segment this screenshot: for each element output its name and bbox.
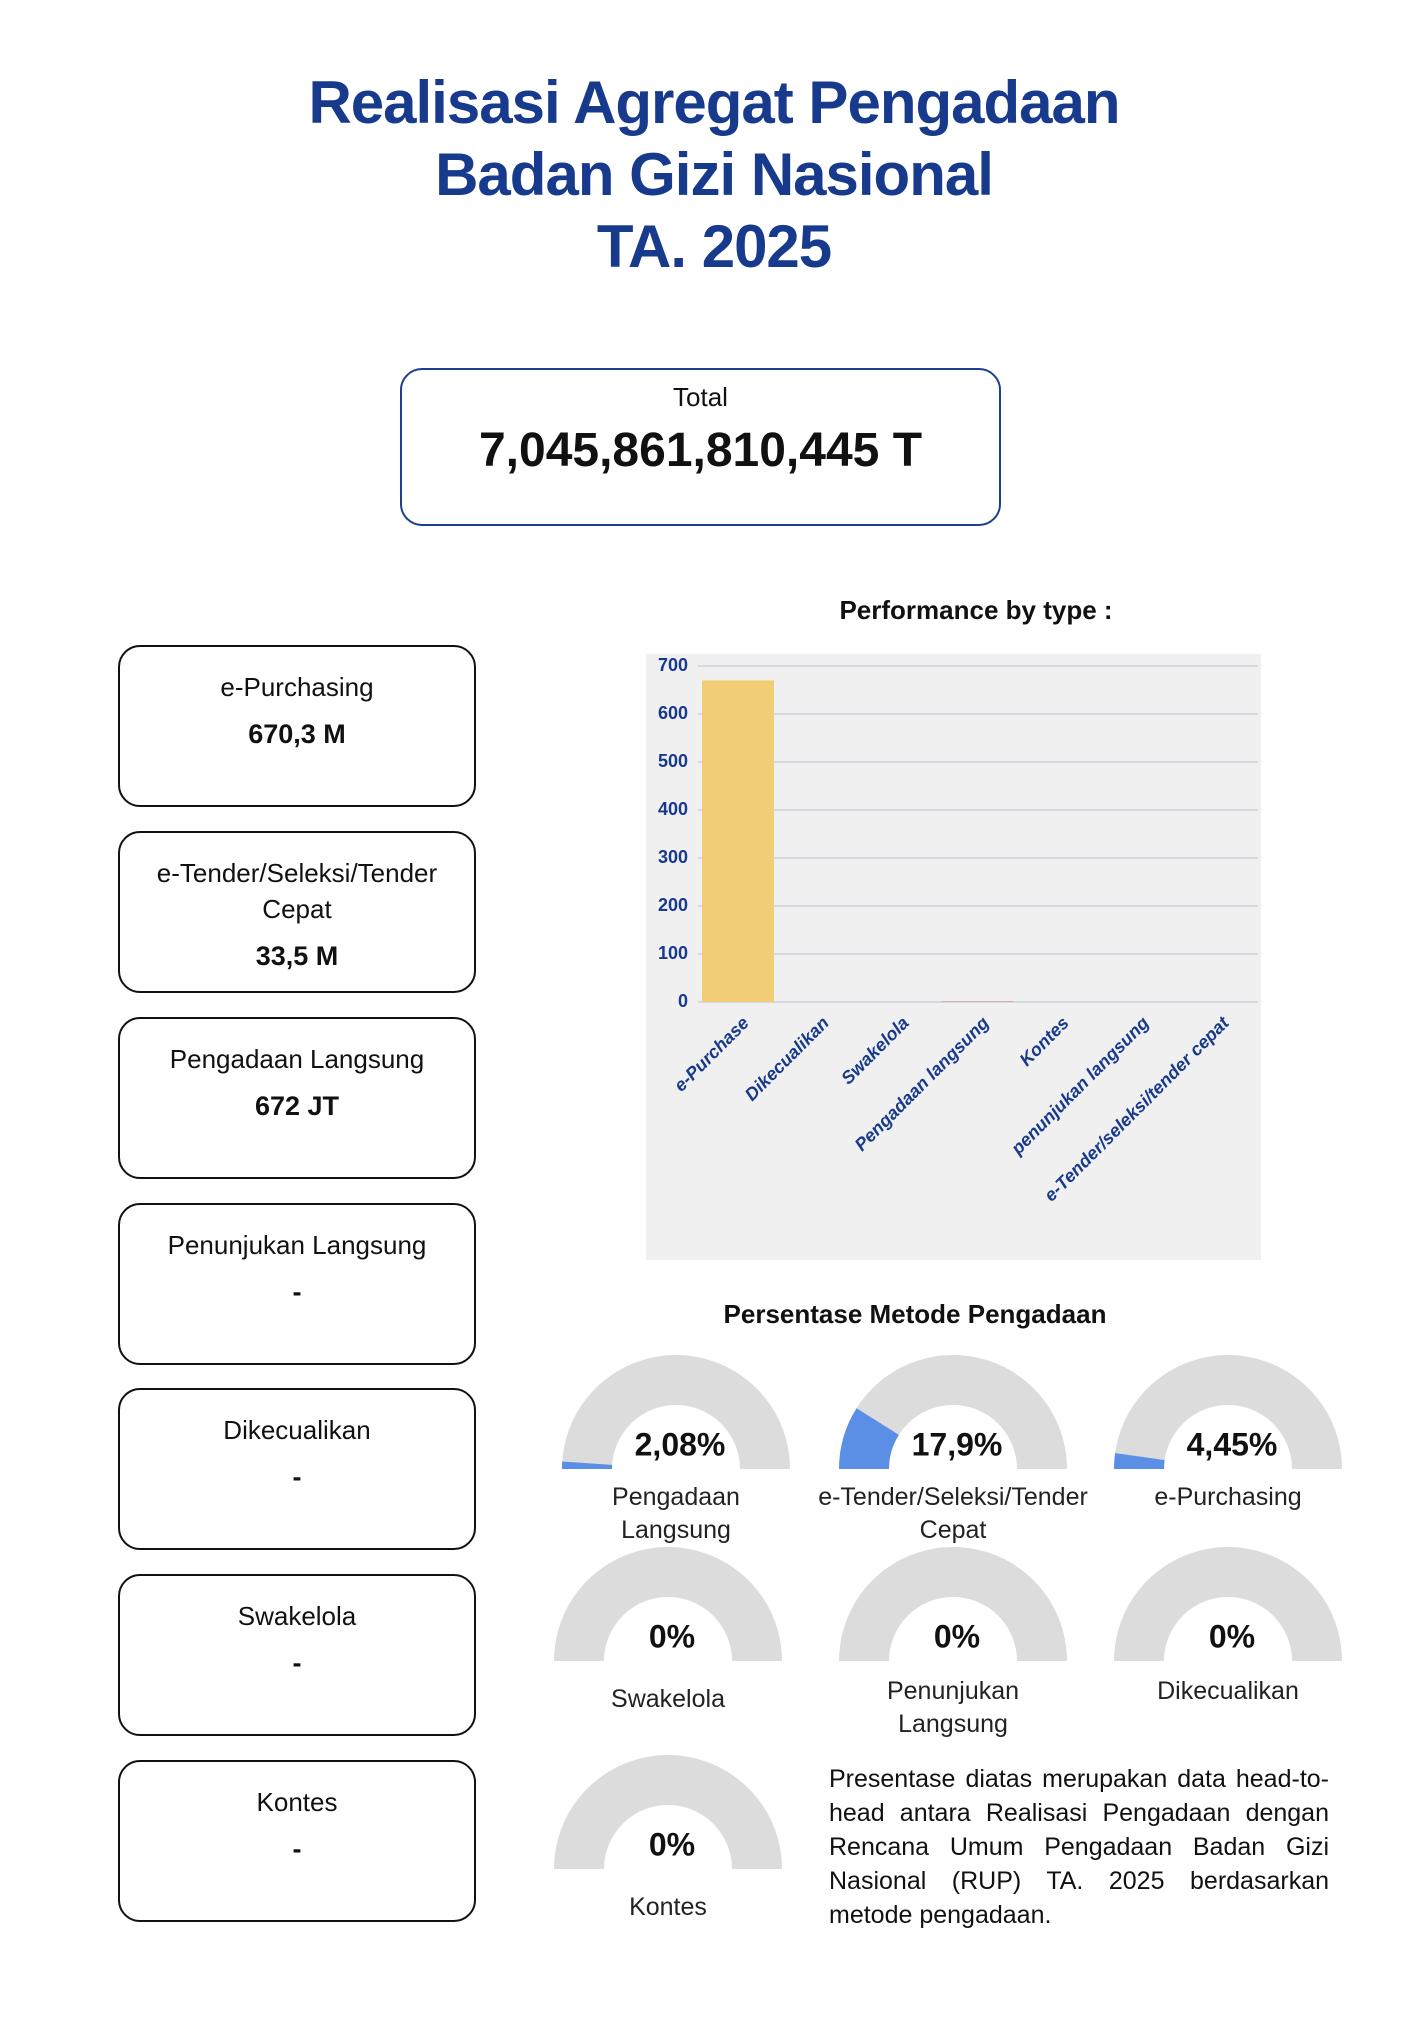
- card-value: -: [292, 1834, 302, 1864]
- y-tick-label: 700: [658, 655, 688, 675]
- bar: [702, 680, 774, 1002]
- gauge-value: 0%: [934, 1618, 980, 1654]
- gauge-label: e-Tender/Seleksi/Tender Cepat: [818, 1483, 1088, 1544]
- card-value: -: [292, 1648, 302, 1678]
- gauge-track: [554, 1755, 782, 1869]
- title-line: Badan Gizi Nasional: [435, 141, 994, 208]
- gauge-track: [1114, 1547, 1342, 1661]
- card-label: Pengadaan Langsung: [169, 1044, 425, 1074]
- total-value: 7,045,861,810,445 T: [478, 424, 923, 477]
- gauge-fill: [839, 1408, 899, 1469]
- method-card: Dikecualikan -: [118, 1388, 476, 1550]
- method-card: Kontes -: [118, 1760, 476, 1922]
- gauge-label: Dikecualikan: [1157, 1677, 1299, 1705]
- y-tick-label: 400: [658, 799, 688, 819]
- gauge-track: [554, 1547, 782, 1661]
- gauge-value: 17,9%: [912, 1426, 1003, 1462]
- gauge-fill: [562, 1461, 613, 1469]
- card-label: e-Tender/Seleksi/Tender Cepat: [156, 858, 438, 924]
- y-tick-label: 600: [658, 703, 688, 723]
- note: Presentase diatas merupakan data head-to…: [829, 1765, 1329, 1929]
- gauge-label: Swakelola: [611, 1685, 725, 1713]
- y-tick-label: 200: [658, 895, 688, 915]
- method-card: e-Purchasing 670,3 M: [118, 645, 476, 807]
- gauge-track: [839, 1547, 1067, 1661]
- gauge-value: 2,08%: [635, 1426, 726, 1462]
- card-value: 33,5 M: [255, 941, 339, 971]
- gauge-label: Penunjukan Langsung: [886, 1677, 1020, 1738]
- y-tick-label: 0: [678, 991, 688, 1011]
- card-value: -: [292, 1277, 302, 1307]
- gauge-label: Kontes: [629, 1893, 707, 1921]
- card-label: Swakelola: [237, 1601, 357, 1631]
- gauge-value: 0%: [649, 1618, 695, 1654]
- chart-title: Performance by type :: [839, 595, 1112, 625]
- gauge-label: e-Purchasing: [1154, 1483, 1302, 1511]
- method-card: Swakelola -: [118, 1574, 476, 1736]
- method-card: Pengadaan Langsung 672 JT: [118, 1017, 476, 1179]
- y-tick-label: 500: [658, 751, 688, 771]
- y-tick-label: 300: [658, 847, 688, 867]
- card-value: 670,3 M: [248, 719, 346, 749]
- card-label: Kontes: [256, 1787, 338, 1817]
- method-card: Penunjukan Langsung -: [118, 1203, 476, 1365]
- card-label: Dikecualikan: [223, 1415, 371, 1445]
- chart-title: Persentase Metode Pengadaan: [724, 1299, 1107, 1329]
- card-value: -: [292, 1462, 302, 1492]
- card-value: 672 JT: [254, 1091, 340, 1121]
- title-line: Realisasi Agregat Pengadaan: [308, 69, 1120, 136]
- card-label: Penunjukan Langsung: [167, 1230, 427, 1260]
- gauge-track: [562, 1355, 790, 1469]
- card-label: e-Purchasing: [220, 672, 374, 702]
- title-line: TA. 2025: [596, 213, 832, 280]
- gauge-track: [839, 1355, 1067, 1469]
- gauge-fill: [1114, 1453, 1165, 1469]
- method-card: e-Tender/Seleksi/Tender Cepat 33,5 M: [118, 831, 476, 993]
- y-tick-label: 100: [658, 943, 688, 963]
- gauge-value: 0%: [1209, 1618, 1255, 1654]
- gauge-value: 4,45%: [1187, 1426, 1278, 1462]
- gauge-value: 0%: [649, 1826, 695, 1862]
- gauge-label: Pengadaan Langsung: [612, 1483, 740, 1544]
- gauge-track: [1114, 1355, 1342, 1469]
- total-label: Total: [673, 382, 728, 412]
- total-box: Total 7,045,861,810,445 T: [400, 368, 1001, 526]
